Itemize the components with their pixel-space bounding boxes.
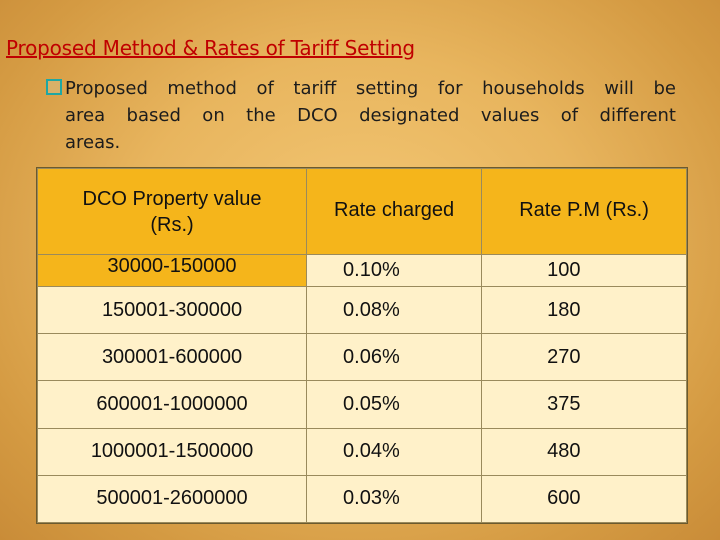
table-row: 30000-150000 0.10% 100 [36,253,687,288]
bullet-line-1: Proposed method of tariff setting for ho… [46,75,676,102]
tariff-table: DCO Property value (Rs.) Rate charged Ra… [36,168,687,524]
square-bullet-icon [46,79,62,95]
cell-range: 600001-1000000 [36,380,308,429]
header-rate-charged: Rate charged [306,168,483,255]
table-row: 500001-2600000 0.03% 600 [36,474,687,524]
table-row: 150001-300000 0.08% 180 [36,286,687,335]
cell-range: 300001-600000 [36,333,308,382]
table-row: 600001-1000000 0.05% 375 [36,380,687,429]
bullet-line-2: area based on the DCO designated values … [65,105,676,126]
cell-rate: 0.03% [306,474,483,524]
cell-rate: 0.05% [306,380,483,429]
cell-pm: 180 [481,286,687,335]
cell-range: 150001-300000 [36,286,308,335]
cell-rate: 0.04% [306,427,483,476]
tariff-table-container: DCO Property value (Rs.) Rate charged Ra… [36,167,688,524]
cell-range: 1000001-1500000 [36,427,308,476]
table-row: 1000001-1500000 0.04% 480 [36,427,687,476]
cell-pm: 270 [481,333,687,382]
bullet-paragraph: Proposed method of tariff setting for ho… [46,75,676,156]
slide-title: Proposed Method & Rates of Tariff Settin… [6,36,415,60]
cell-range: 30000-150000 [36,254,308,288]
cell-range: 500001-2600000 [36,474,308,524]
cell-pm: 600 [481,474,687,524]
header-rate-pm: Rate P.M (Rs.) [481,168,687,255]
header-property-value: DCO Property value (Rs.) [36,168,308,255]
bullet-line-3: areas. [65,132,121,153]
cell-rate: 0.10% [306,253,483,288]
cell-rate: 0.06% [306,333,483,382]
cell-rate: 0.08% [306,286,483,335]
cell-pm: 375 [481,380,687,429]
table-row: 300001-600000 0.06% 270 [36,333,687,382]
cell-pm: 100 [481,253,687,288]
cell-pm: 480 [481,427,687,476]
table-header-row: DCO Property value (Rs.) Rate charged Ra… [36,168,687,255]
